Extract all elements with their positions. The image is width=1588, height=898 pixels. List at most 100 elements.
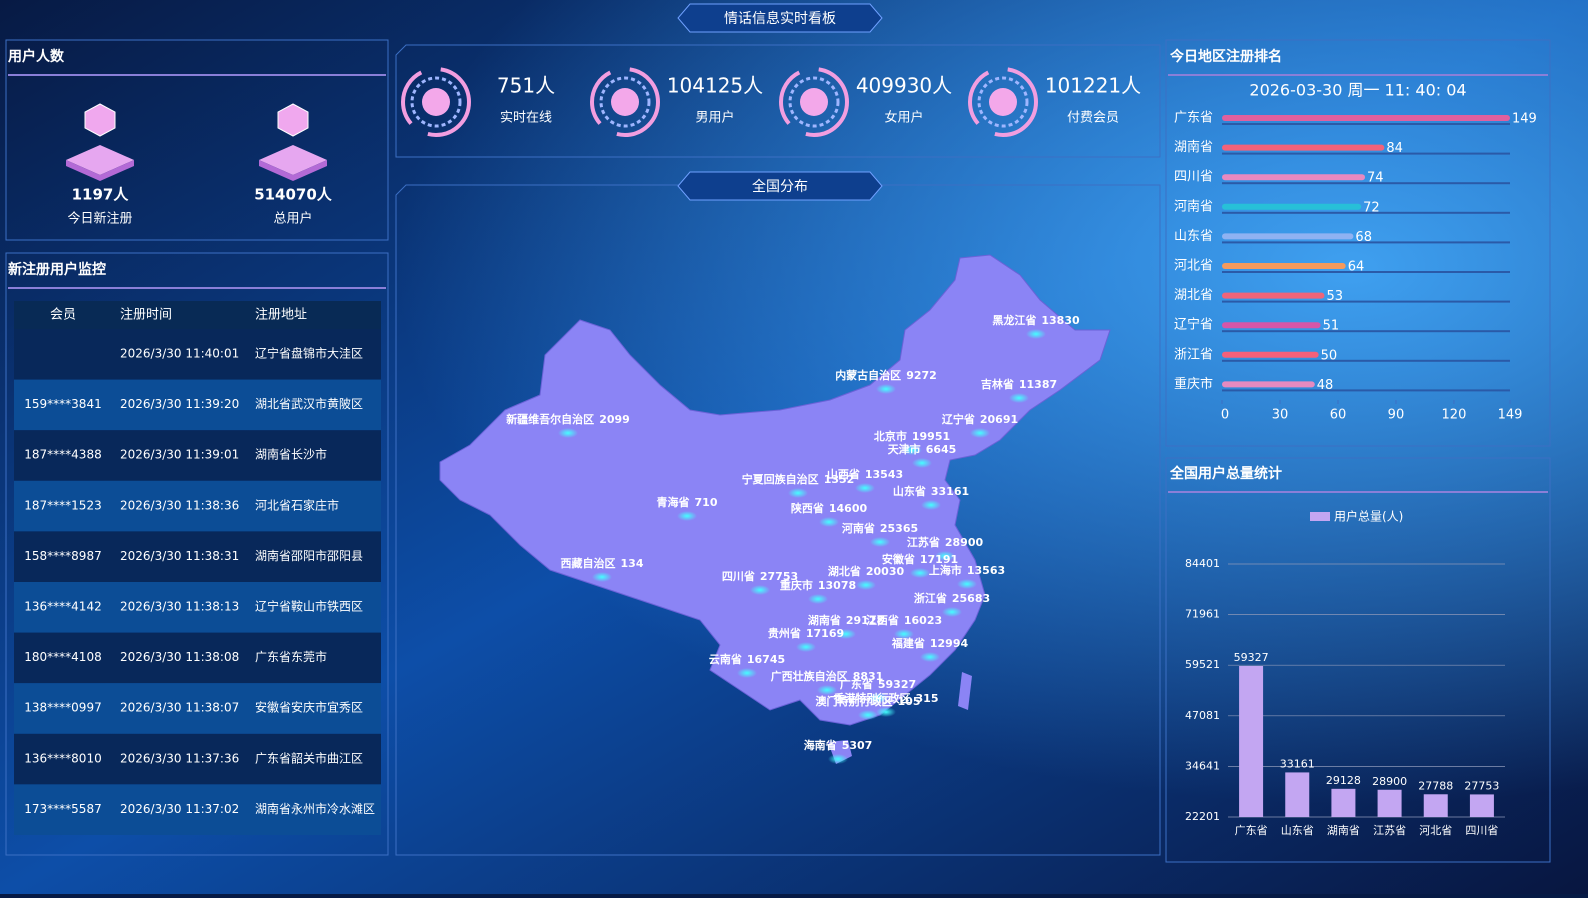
y-tick-label: 22201: [1185, 810, 1220, 823]
map-label-name: 山东省: [893, 484, 926, 498]
member-cell: 180****4108: [24, 650, 101, 664]
member-cell: 158****8987: [24, 549, 101, 563]
y-tick-label: 辽宁省: [1174, 317, 1213, 333]
y-tick-label: 84401: [1185, 557, 1220, 570]
map-dot: [592, 572, 612, 582]
map-label: 云南省 16745: [709, 652, 785, 666]
map-label-value: 2099: [599, 413, 630, 426]
map-label: 吉林省 11387: [981, 377, 1057, 391]
map-label-name: 贵州省: [768, 626, 801, 640]
table-row: [14, 733, 381, 785]
bar: [1331, 788, 1356, 817]
map-label-name: 山西省: [827, 467, 860, 481]
map-dot: [808, 594, 828, 604]
y-tick-label: 34641: [1185, 759, 1220, 772]
table-header-cell: 会员: [50, 308, 76, 323]
map-dot: [894, 629, 914, 639]
stat-value: 101221人: [1045, 74, 1141, 98]
user-label: 总用户: [273, 211, 312, 227]
table-row: [14, 531, 381, 582]
map-label-name: 辽宁省: [942, 412, 975, 426]
bar-track: [1222, 182, 1510, 185]
map-label: 福建省 12994: [891, 636, 969, 650]
map-dot: [796, 642, 816, 652]
time-cell: 2026/3/30 11:38:08: [120, 650, 239, 664]
map-dot: [920, 652, 940, 662]
map-dot: [750, 585, 770, 595]
map-label: 广东省 59327: [840, 677, 916, 691]
address-cell: 河北省石家庄市: [255, 497, 339, 512]
map-label-value: 25365: [880, 522, 918, 535]
map-label-name: 广东省: [840, 677, 873, 691]
map-dot: [855, 483, 875, 493]
stat-ring: [968, 67, 1038, 137]
map-label-name: 内蒙古自治区: [835, 368, 901, 382]
stat-ring-inner: [788, 76, 840, 128]
map-dot: [817, 685, 837, 695]
map-dot: [935, 551, 955, 561]
map-dot: [870, 537, 890, 547]
value-label: 50: [1321, 348, 1338, 363]
address-cell: 湖南省永州市冷水滩区: [255, 801, 375, 816]
bar: [1222, 174, 1366, 181]
map-dot: [1009, 393, 1029, 403]
bar: [1222, 292, 1325, 299]
panel: [1165, 457, 1551, 863]
map-label: 山西省 13543: [827, 467, 903, 481]
value-label: 84: [1386, 141, 1403, 156]
stat-icon: [800, 88, 828, 116]
map-dot: [819, 517, 839, 527]
map-label-value: 16023: [904, 614, 942, 627]
value-label: 74: [1367, 171, 1384, 186]
value-label: 27753: [1464, 779, 1499, 792]
bar-track: [1222, 330, 1510, 333]
bar: [1222, 233, 1354, 240]
table-row: [14, 329, 381, 380]
map-label-name: 陕西省: [791, 501, 824, 515]
time-cell: 2026/3/30 11:40:01: [120, 347, 239, 361]
map-label-name: 香港特别行政区: [833, 691, 911, 705]
value-label: 149: [1512, 112, 1537, 127]
map-dot: [737, 668, 757, 678]
map-label-value: 25683: [952, 592, 990, 605]
table-row: [14, 632, 381, 684]
map-label: 西藏自治区 134: [561, 556, 644, 570]
page-title: 情话信息实时看板: [724, 10, 836, 27]
value-label: 59327: [1234, 651, 1269, 664]
member-cell: 159****3841: [24, 397, 101, 411]
map-dot: [912, 458, 932, 468]
map-label: 北京市 19951: [874, 429, 950, 443]
map-label-name: 宁夏回族自治区: [742, 472, 819, 486]
map-dot: [910, 568, 930, 578]
map-label: 贵州省 17169: [768, 626, 844, 640]
map-dot: [902, 445, 922, 455]
map-label-name: 云南省: [709, 652, 742, 666]
panel: [5, 39, 389, 241]
time-cell: 2026/3/30 11:37:36: [120, 751, 239, 765]
value-label: 72: [1363, 200, 1380, 215]
map-label-value: 710: [695, 496, 718, 509]
stat-label: 女用户: [884, 110, 923, 126]
map-label-name: 安徽省: [882, 552, 915, 566]
address-cell: 安徽省安庆市宜秀区: [255, 700, 363, 715]
map-label-value: 17191: [920, 553, 958, 566]
time-cell: 2026/3/30 11:38:36: [120, 498, 239, 512]
icon-badge: [84, 103, 116, 137]
member-cell: 187****4388: [24, 448, 101, 462]
x-tick-label: 山东省: [1281, 824, 1314, 837]
y-tick-label: 71961: [1185, 608, 1220, 621]
table-header-cell: 注册地址: [255, 308, 307, 323]
map-dot: [858, 710, 878, 720]
value-label: 33161: [1280, 757, 1315, 770]
bar: [1222, 203, 1362, 210]
value-label: 53: [1326, 289, 1343, 304]
bar-track: [1222, 271, 1510, 273]
map-label: 青海省 710: [657, 495, 718, 509]
stat-ring-inner: [410, 76, 462, 128]
stat-icon: [611, 88, 639, 116]
chart-subtitle: 2026-03-30 周一 11: 40: 04: [1249, 81, 1466, 100]
map-label-name: 黑龙江省: [992, 313, 1036, 327]
map-dot: [788, 488, 808, 498]
map-label-value: 17169: [806, 627, 844, 640]
